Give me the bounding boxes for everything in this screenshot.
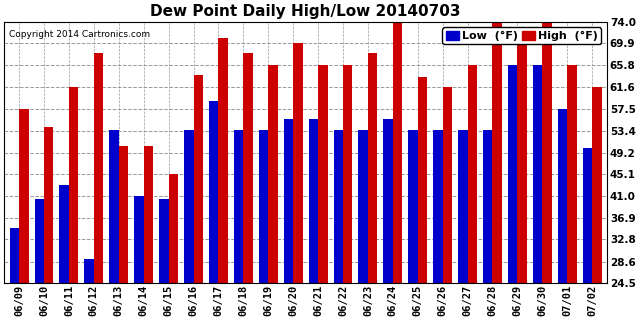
Legend: Low  (°F), High  (°F): Low (°F), High (°F) (442, 27, 602, 44)
Bar (234, 130, 243, 320)
Bar (35, 199, 44, 320)
Bar (193, 75, 203, 320)
Bar (94, 53, 103, 320)
Bar (143, 146, 153, 320)
Bar (492, 22, 502, 320)
Bar (284, 119, 293, 320)
Bar (393, 22, 403, 320)
Bar (243, 53, 253, 320)
Bar (159, 199, 168, 320)
Bar (508, 65, 517, 320)
Bar (308, 119, 318, 320)
Bar (592, 87, 602, 320)
Bar (259, 130, 268, 320)
Bar (533, 65, 542, 320)
Bar (343, 65, 353, 320)
Bar (358, 130, 368, 320)
Bar (168, 174, 178, 320)
Bar (184, 130, 193, 320)
Bar (567, 65, 577, 320)
Bar (44, 127, 54, 320)
Bar (134, 196, 143, 320)
Bar (119, 146, 128, 320)
Bar (582, 148, 592, 320)
Bar (443, 87, 452, 320)
Bar (418, 77, 427, 320)
Bar (408, 130, 418, 320)
Text: Copyright 2014 Cartronics.com: Copyright 2014 Cartronics.com (9, 30, 150, 39)
Bar (557, 109, 567, 320)
Bar (468, 65, 477, 320)
Bar (368, 53, 378, 320)
Bar (483, 130, 492, 320)
Bar (209, 101, 218, 320)
Bar (318, 65, 328, 320)
Bar (19, 109, 29, 320)
Bar (84, 260, 94, 320)
Bar (10, 228, 19, 320)
Bar (218, 37, 228, 320)
Bar (433, 130, 443, 320)
Bar (542, 22, 552, 320)
Bar (268, 65, 278, 320)
Bar (69, 87, 79, 320)
Bar (109, 130, 119, 320)
Bar (60, 186, 69, 320)
Bar (293, 44, 303, 320)
Bar (383, 119, 393, 320)
Bar (517, 37, 527, 320)
Bar (333, 130, 343, 320)
Title: Dew Point Daily High/Low 20140703: Dew Point Daily High/Low 20140703 (150, 4, 461, 19)
Bar (458, 130, 468, 320)
